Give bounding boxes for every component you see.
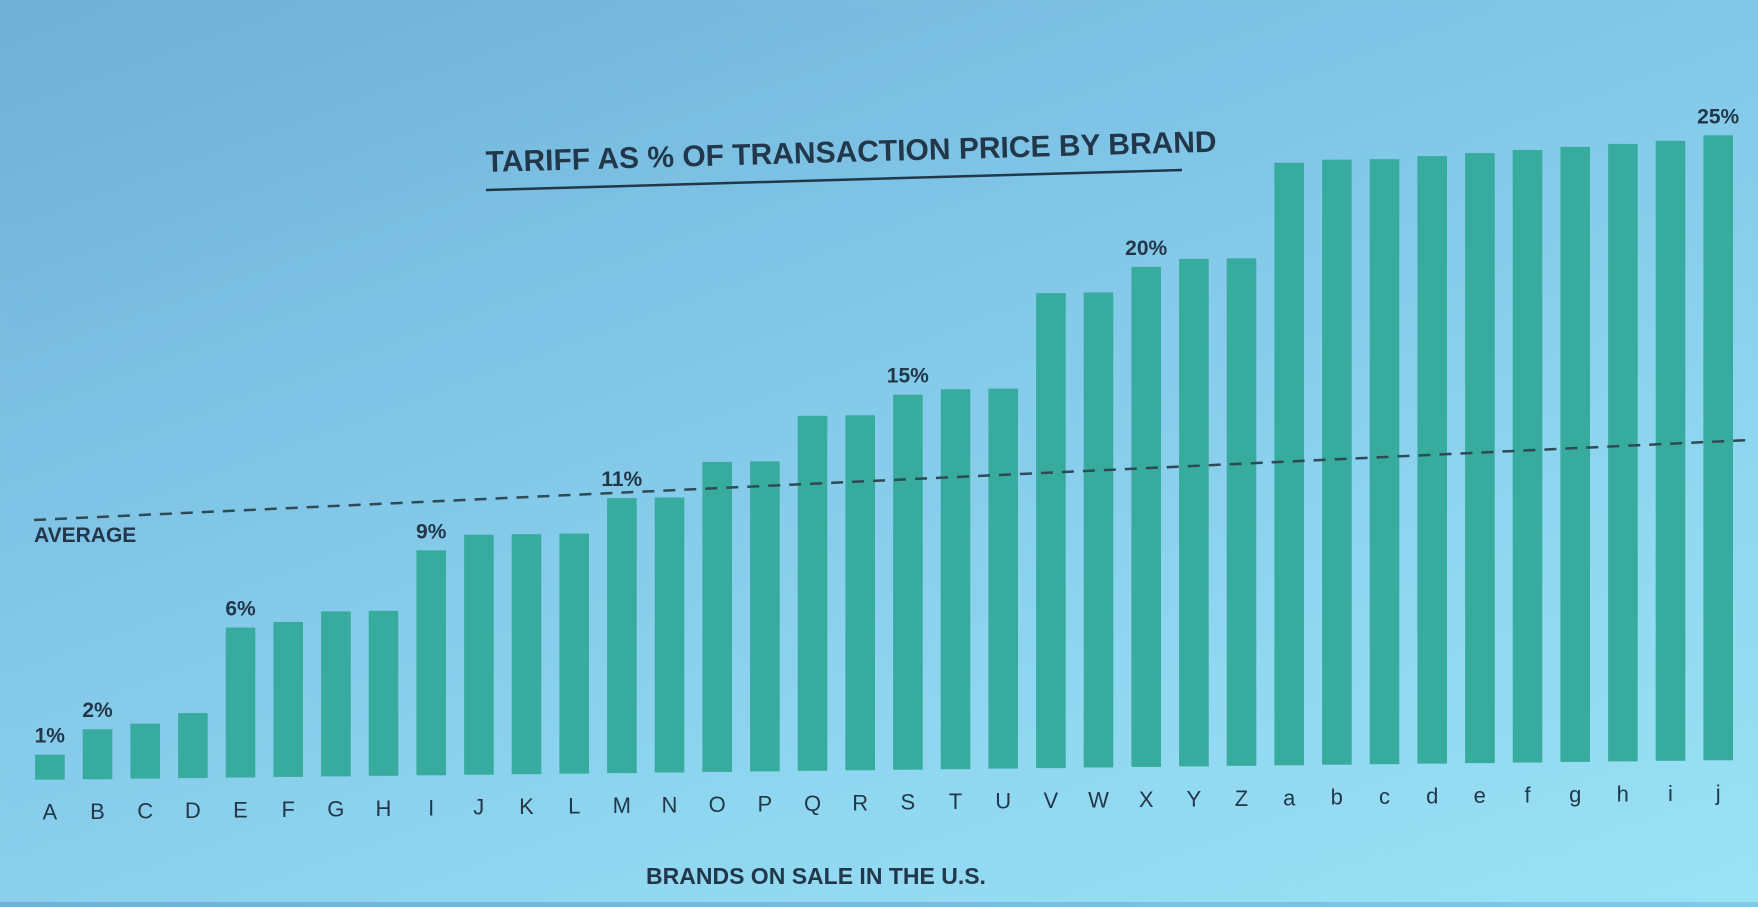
category-label: J — [473, 795, 484, 820]
category-label: S — [900, 790, 915, 815]
average-line — [33, 438, 1751, 522]
bar-K — [511, 534, 542, 775]
category-label: Q — [804, 791, 821, 816]
bar-A — [35, 754, 65, 780]
data-label: 11% — [601, 468, 642, 491]
category-label: W — [1088, 788, 1109, 813]
category-label: K — [519, 794, 534, 819]
bar-g — [1560, 146, 1590, 762]
bar-J — [464, 534, 494, 775]
category-label: T — [949, 789, 962, 814]
bar-W — [1083, 292, 1114, 768]
data-label: 25% — [1697, 105, 1739, 128]
bar-F — [273, 621, 303, 777]
bar-j — [1703, 135, 1733, 761]
category-label: X — [1139, 787, 1154, 812]
category-label: j — [1715, 780, 1721, 805]
bar-d — [1417, 156, 1447, 764]
data-label: 15% — [887, 365, 929, 388]
category-label: R — [852, 790, 868, 815]
category-label: U — [995, 789, 1011, 814]
category-label: I — [428, 795, 434, 820]
data-label: 1% — [35, 725, 66, 748]
category-label: N — [662, 793, 678, 818]
bar-a — [1274, 162, 1304, 766]
bar-S — [893, 394, 923, 770]
category-label: C — [137, 799, 153, 824]
category-label: a — [1283, 785, 1296, 810]
data-label: 20% — [1125, 237, 1167, 260]
data-label: 6% — [225, 598, 256, 621]
category-label: Y — [1186, 786, 1201, 811]
category-label: G — [327, 796, 344, 821]
data-labels-group: 1% 2% 6% 9% 11% 15% 20% 25% — [35, 105, 1740, 747]
category-label: h — [1617, 781, 1629, 806]
category-label: Z — [1235, 786, 1248, 811]
category-label: b — [1331, 785, 1343, 810]
bar-G — [321, 611, 351, 777]
bar-Y — [1179, 258, 1209, 767]
data-label: 2% — [82, 699, 113, 722]
bar-c — [1369, 159, 1400, 765]
bar-M — [607, 498, 637, 774]
category-label: A — [42, 800, 57, 825]
bar-N — [654, 497, 685, 773]
bar-R — [845, 415, 875, 771]
bar-H — [368, 610, 399, 776]
bar-e — [1465, 153, 1495, 764]
bar-V — [1036, 293, 1066, 769]
category-label: i — [1668, 781, 1673, 806]
bar-h — [1608, 143, 1638, 762]
bar-Z — [1226, 258, 1257, 766]
data-label: 9% — [416, 520, 447, 543]
bar-I — [416, 550, 446, 776]
category-label: D — [185, 798, 201, 823]
bar-E — [225, 627, 256, 778]
category-label: V — [1043, 788, 1058, 813]
category-label: d — [1426, 784, 1438, 809]
x-axis-label: BRANDS ON SALE IN THE U.S. — [646, 863, 986, 889]
average-label: AVERAGE — [34, 524, 136, 547]
category-label: f — [1524, 783, 1531, 808]
bar-B — [82, 729, 113, 780]
category-label: B — [90, 799, 105, 824]
category-label: g — [1569, 782, 1581, 807]
bar-Q — [797, 415, 828, 771]
bar-X — [1131, 266, 1161, 767]
category-label: E — [233, 798, 248, 823]
category-label: L — [568, 794, 580, 819]
category-label: M — [613, 793, 631, 818]
bars-group — [35, 135, 1733, 780]
chart-title-group: TARIFF AS % OF TRANSACTION PRICE BY BRAN… — [485, 126, 1217, 192]
bar-L — [559, 533, 589, 774]
bar-i — [1655, 140, 1686, 761]
bar-U — [988, 388, 1018, 769]
bar-O — [702, 461, 732, 772]
category-label: H — [376, 796, 392, 821]
category-label: O — [709, 792, 726, 817]
category-label: e — [1474, 783, 1486, 808]
category-label: P — [757, 791, 772, 816]
bar-P — [750, 461, 780, 772]
bar-C — [130, 723, 160, 779]
chart-title-underline — [485, 168, 1183, 192]
bar-b — [1322, 159, 1352, 765]
bar-f — [1512, 150, 1543, 763]
category-label: F — [281, 797, 294, 822]
bar-T — [940, 389, 971, 770]
category-label: c — [1379, 784, 1390, 809]
bar-D — [178, 713, 208, 779]
